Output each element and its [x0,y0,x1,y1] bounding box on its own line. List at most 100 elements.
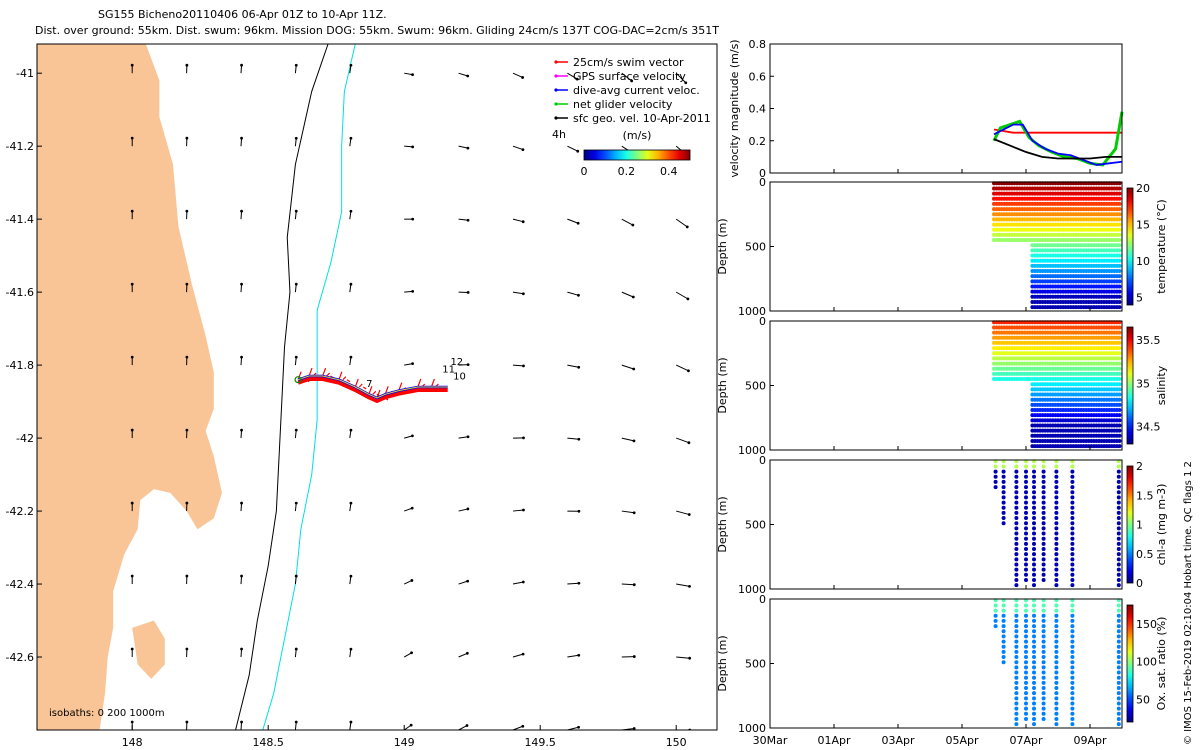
section-colorbar-tick-label: 50 [1136,693,1150,706]
section-data-point [1116,516,1121,521]
section-data-point [1054,716,1059,721]
section-data-point [1014,639,1019,644]
section-colorbar-tick-label: 34.5 [1136,421,1161,434]
section-data-point [1117,330,1122,335]
velocity-series-line [993,138,1122,160]
current-vector-head [688,584,691,588]
swim-vector [430,378,435,388]
current-vector-head [684,81,688,85]
current-vector-head [130,647,134,651]
section-data-point [1014,557,1019,562]
current-vector-head [631,295,635,299]
current-vector-head [632,439,636,443]
legend-label: GPS surface velocity [573,70,686,83]
current-vector [676,656,690,659]
section-data-point [993,603,998,608]
section-data-point [1041,624,1046,629]
section-data-point [1001,613,1006,618]
section-data-point [1041,516,1046,521]
current-vector [567,364,579,368]
section-data-point [1024,485,1028,490]
section-data-point [1032,649,1036,654]
section-data-point [1041,536,1046,541]
section-data-point [1117,444,1122,449]
section-data-point [1014,649,1019,654]
velocity-y-tick-label: 0.8 [749,38,767,51]
section-data-point [1117,284,1122,289]
section-data-point [1116,500,1121,505]
section-data-point [1117,382,1122,387]
section-data-point [1032,562,1036,567]
section-data-point [1014,675,1019,680]
section-data-point [1041,608,1046,613]
track-line [297,375,448,399]
section-data-point [1117,340,1122,345]
current-vector-head [410,651,413,655]
section-data-point [993,613,998,618]
section-data-point [1001,469,1006,474]
section-data-point [1032,572,1036,577]
section-data-point [1032,603,1036,608]
section-colorbar-tick-label: 1.5 [1136,489,1154,502]
map-colorbar-tick-label: 0 [581,165,588,178]
section-colorbar-label: temperature (°C) [1155,199,1168,293]
section-colorbar-tick-label: 15 [1136,219,1150,232]
section-data-point [1116,608,1121,613]
section-y-tick-label: 0 [759,593,766,606]
current-vector-head [294,501,298,505]
track-day-label: 12 [450,357,463,368]
current-vector [621,364,634,370]
section-data-point [1014,516,1019,521]
section-data-point [1117,423,1122,428]
current-vector-head [240,282,243,286]
section-data-point [1117,413,1122,418]
current-vector-head [294,209,298,213]
section-data-point [1054,516,1059,521]
section-data-point [1041,603,1046,608]
current-vector-head [632,583,636,587]
time-x-tick-label: 30Mar [753,734,788,747]
legend-swatch-head [554,88,558,92]
section-data-point [1054,608,1059,613]
section-colorbar [1126,465,1134,584]
section-data-point [1116,603,1121,608]
current-vector-head [521,148,525,151]
section-data-point [993,485,998,490]
map-x-tick-label: 149.5 [524,736,556,749]
section-data-point [1116,464,1121,469]
section-data-point [1001,505,1006,510]
current-vector [458,725,468,730]
section-data-point [1116,722,1121,727]
section-data-point [1070,474,1075,479]
section-data-point [1014,526,1019,531]
current-vector [512,364,524,367]
current-vector-head [411,145,415,149]
section-data-point [1014,716,1019,721]
section-data-point [1014,479,1019,484]
current-vector-head [349,428,353,432]
current-vector-head [411,217,415,221]
section-data-point [1070,495,1075,500]
current-vector-head [240,428,243,432]
section-data-point [1117,263,1122,268]
current-vector-head [185,501,189,505]
isobath-1000m [262,44,356,730]
legend-swatch-head [554,74,558,78]
section-data-point [1070,531,1075,536]
section-colorbar-label: salinity [1155,365,1168,405]
section-colorbar-label: Ox. sat. ratio (%) [1155,617,1168,711]
current-vector-head [185,355,189,359]
section-data-point [1070,670,1075,675]
section-data-point [1041,464,1046,469]
current-vector-head [240,501,243,505]
section-colorbar-tick-label: 100 [1136,656,1157,669]
section-data-point [1041,469,1046,474]
map-y-tick-label: -41.6 [6,286,34,299]
section-data-point [1032,680,1036,685]
section-data-point [1014,562,1019,567]
section-data-point [1024,577,1028,582]
section-y-tick-label: 1000 [738,722,766,735]
section-data-point [1024,706,1028,711]
section-data-point [1001,644,1006,649]
section-data-point [1117,371,1122,376]
